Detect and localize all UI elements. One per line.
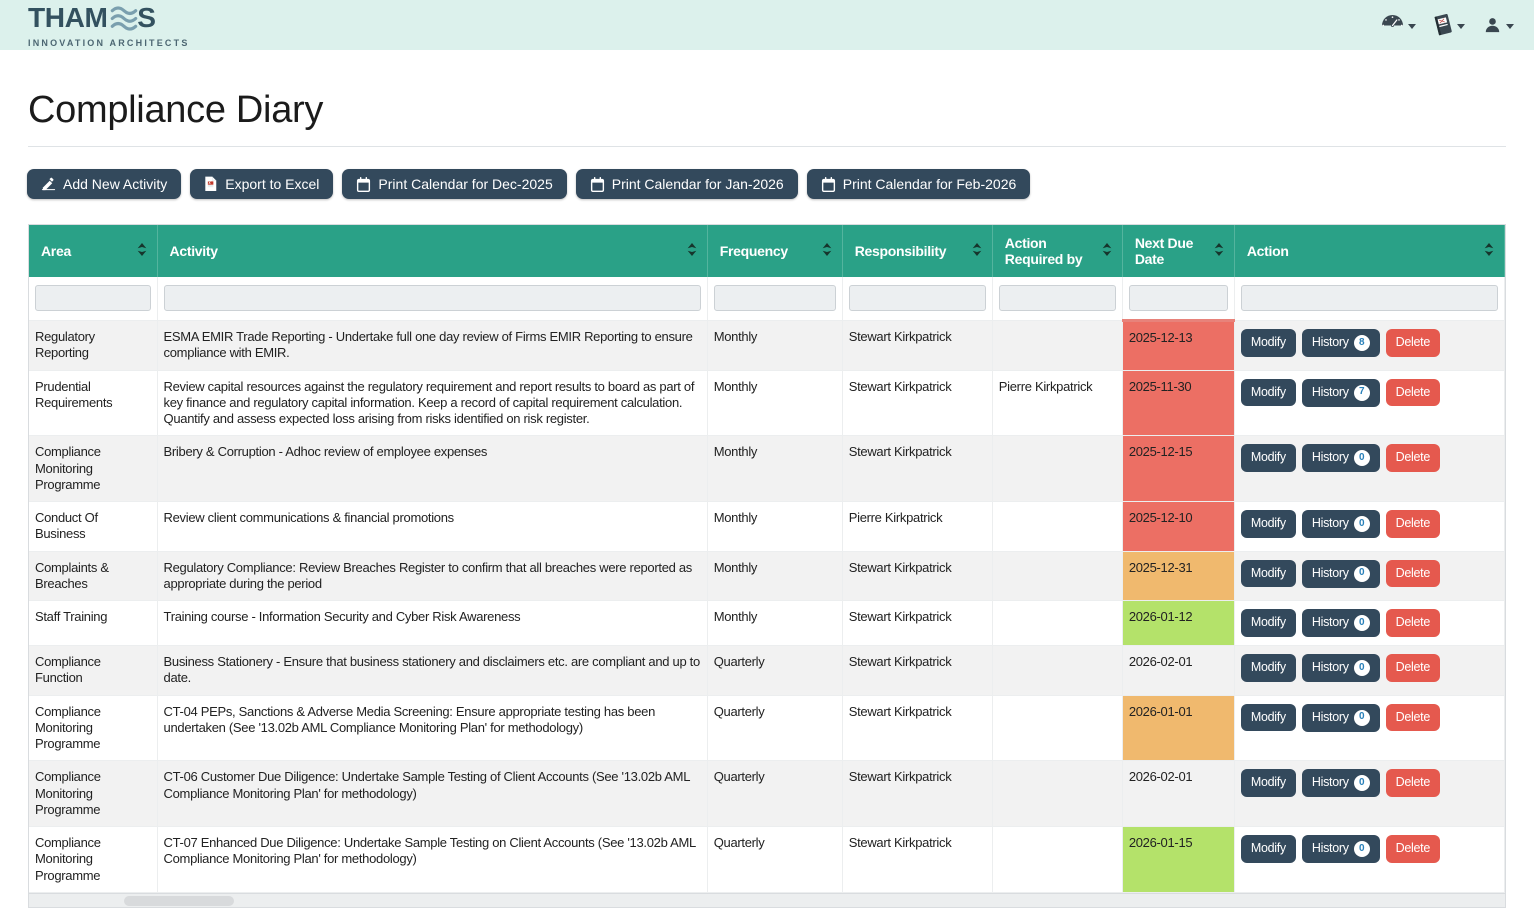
- svg-text:THAM: THAM: [28, 2, 108, 33]
- svg-text:S: S: [137, 2, 157, 33]
